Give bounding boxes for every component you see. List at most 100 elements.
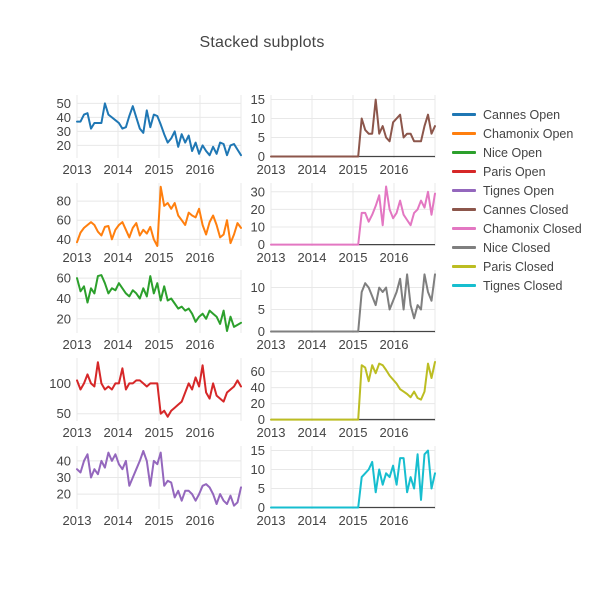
legend-line-swatch xyxy=(452,189,476,192)
x-tick-label: 2016 xyxy=(380,337,409,352)
x-tick-label: 2016 xyxy=(186,337,215,352)
y-tick-label: 5 xyxy=(258,302,265,317)
y-tick-label: 80 xyxy=(57,194,71,209)
plot-area-nice-open[interactable] xyxy=(77,270,241,333)
plot-area-tignes-open[interactable] xyxy=(77,446,241,509)
x-tick-label: 2014 xyxy=(104,513,133,528)
y-tick-label: 30 xyxy=(57,124,71,139)
legend-label: Tignes Open xyxy=(483,183,555,198)
legend-item-cannes-closed[interactable]: Cannes Closed xyxy=(452,200,582,219)
plot-area-tignes-closed[interactable] xyxy=(271,446,435,509)
x-tick-label: 2013 xyxy=(63,250,92,265)
y-tick-label: 60 xyxy=(57,213,71,228)
x-tick-label: 2015 xyxy=(339,162,368,177)
legend-item-nice-open[interactable]: Nice Open xyxy=(452,143,582,162)
plot-area-paris-closed[interactable] xyxy=(271,358,435,421)
x-tick-label: 2014 xyxy=(104,162,133,177)
x-tick-label: 2014 xyxy=(298,162,327,177)
x-tick-label: 2013 xyxy=(63,337,92,352)
chart-title: Stacked subplots xyxy=(199,34,325,51)
y-tick-label: 20 xyxy=(251,396,265,411)
x-tick-label: 2014 xyxy=(298,425,327,440)
y-tick-label: 15 xyxy=(251,443,265,458)
trace-paris-open xyxy=(76,361,242,418)
legend-label: Chamonix Open xyxy=(483,126,574,141)
y-tick-label: 10 xyxy=(251,462,265,477)
y-tick-label: 20 xyxy=(57,138,71,153)
x-tick-label: 2016 xyxy=(380,425,409,440)
legend-label: Paris Open xyxy=(483,164,546,179)
x-tick-label: 2013 xyxy=(257,425,286,440)
y-tick-label: 30 xyxy=(57,470,71,485)
x-tick-label: 2015 xyxy=(145,162,174,177)
x-tick-label: 2015 xyxy=(339,513,368,528)
legend-label: Cannes Open xyxy=(483,107,561,122)
legend-item-chamonix-open[interactable]: Chamonix Open xyxy=(452,124,582,143)
trace-chamonix-open xyxy=(76,185,242,247)
x-tick-label: 2015 xyxy=(339,250,368,265)
trace-nice-closed xyxy=(270,273,436,333)
legend-item-cannes-open[interactable]: Cannes Open xyxy=(452,105,582,124)
legend-item-paris-open[interactable]: Paris Open xyxy=(452,162,582,181)
y-tick-label: 40 xyxy=(57,232,71,247)
legend-label: Nice Open xyxy=(483,145,543,160)
x-tick-label: 2014 xyxy=(298,337,327,352)
plot-area-chamonix-closed[interactable] xyxy=(271,183,435,246)
x-tick-label: 2015 xyxy=(145,513,174,528)
legend-label: Tignes Closed xyxy=(483,278,563,293)
y-tick-label: 50 xyxy=(57,406,71,421)
y-tick-label: 20 xyxy=(57,311,71,326)
y-tick-label: 5 xyxy=(258,481,265,496)
y-tick-label: 40 xyxy=(57,453,71,468)
legend: Cannes Open Chamonix Open Nice Open Paris O… xyxy=(452,105,582,295)
subplot-tignes-open: 20 30 40 2013 2014 2015 2016 xyxy=(57,446,242,528)
x-tick-label: 2013 xyxy=(257,250,286,265)
plot-area-cannes-closed[interactable] xyxy=(271,95,435,158)
plot-area-nice-closed[interactable] xyxy=(271,270,435,333)
subplot-chamonix-open: 40 60 80 2013 2014 2015 2016 xyxy=(57,183,242,265)
plot-area-cannes-open[interactable] xyxy=(77,95,241,158)
subplot-tignes-closed: 0 5 10 15 2013 2014 2015 2016 xyxy=(251,443,436,528)
legend-line-swatch xyxy=(452,132,476,135)
legend-line-swatch xyxy=(452,113,476,116)
trace-tignes-closed xyxy=(270,449,436,509)
legend-line-swatch xyxy=(452,246,476,249)
x-tick-label: 2014 xyxy=(104,337,133,352)
legend-label: Cannes Closed xyxy=(483,202,569,217)
legend-label: Paris Closed xyxy=(483,259,554,274)
x-tick-label: 2013 xyxy=(63,513,92,528)
y-tick-label: 60 xyxy=(251,364,265,379)
trace-cannes-closed xyxy=(270,98,436,158)
y-tick-label: 10 xyxy=(251,280,265,295)
legend-line-swatch xyxy=(452,151,476,154)
y-tick-label: 0 xyxy=(258,149,265,164)
legend-item-nice-closed[interactable]: Nice Closed xyxy=(452,238,582,257)
x-tick-label: 2016 xyxy=(186,513,215,528)
legend-item-chamonix-closed[interactable]: Chamonix Closed xyxy=(452,219,582,238)
legend-item-paris-closed[interactable]: Paris Closed xyxy=(452,257,582,276)
subplot-nice-open: 20 40 60 2013 2014 2015 2016 xyxy=(57,270,242,352)
y-tick-label: 20 xyxy=(57,487,71,502)
x-tick-label: 2016 xyxy=(380,162,409,177)
trace-chamonix-closed xyxy=(270,185,436,246)
x-tick-label: 2014 xyxy=(298,513,327,528)
plot-area-paris-open[interactable] xyxy=(77,358,241,421)
x-tick-label: 2013 xyxy=(63,162,92,177)
legend-item-tignes-closed[interactable]: Tignes Closed xyxy=(452,276,582,295)
x-tick-label: 2016 xyxy=(186,425,215,440)
y-tick-label: 40 xyxy=(57,110,71,125)
x-tick-label: 2013 xyxy=(257,162,286,177)
x-tick-label: 2013 xyxy=(257,513,286,528)
x-tick-label: 2015 xyxy=(145,250,174,265)
y-tick-label: 40 xyxy=(57,291,71,306)
x-tick-label: 2016 xyxy=(186,162,215,177)
legend-item-tignes-open[interactable]: Tignes Open xyxy=(452,181,582,200)
subplot-chamonix-closed: 0 10 20 30 2013 2014 2015 2016 xyxy=(251,183,436,265)
x-tick-label: 2015 xyxy=(145,425,174,440)
x-tick-label: 2014 xyxy=(298,250,327,265)
x-tick-label: 2016 xyxy=(380,250,409,265)
plot-area-chamonix-open[interactable] xyxy=(77,183,241,246)
